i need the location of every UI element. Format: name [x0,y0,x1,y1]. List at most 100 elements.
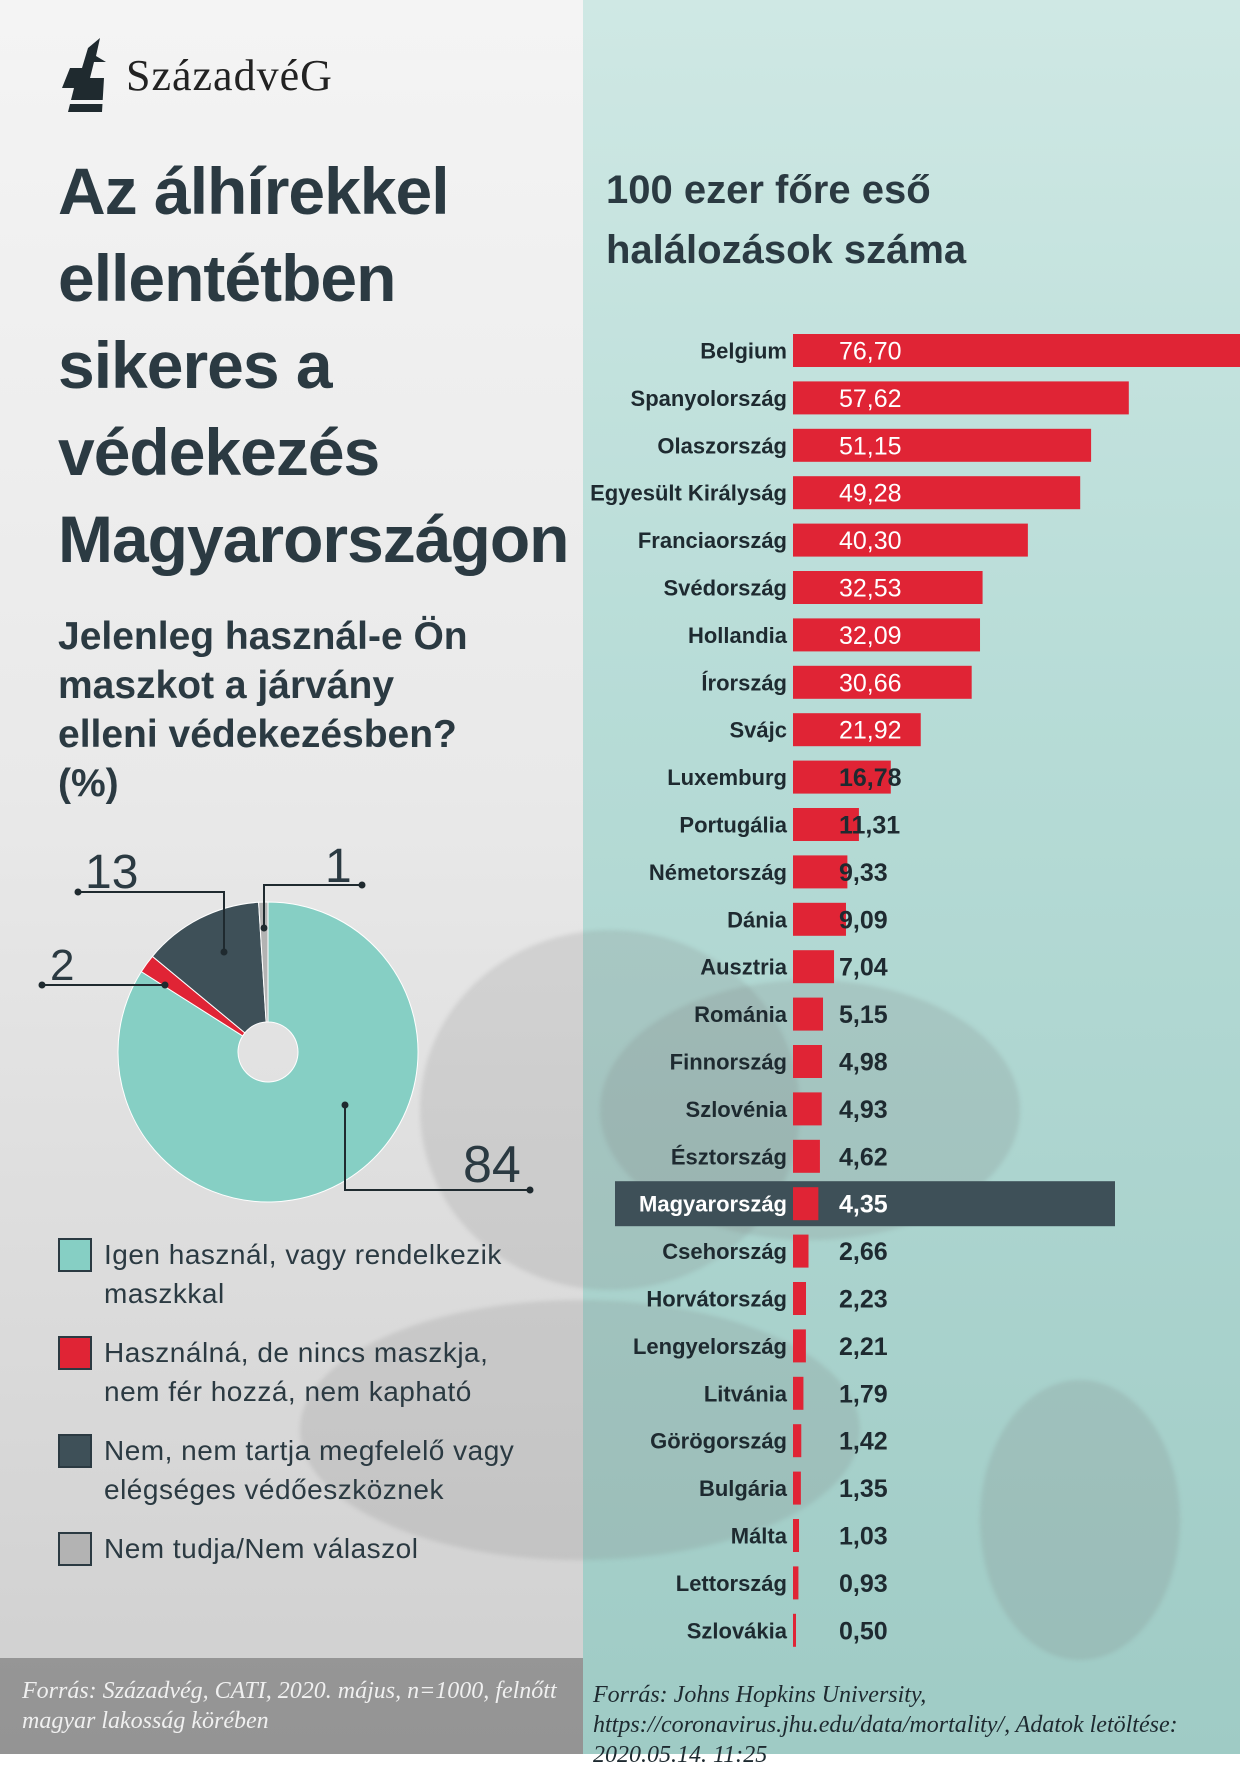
bar-category-label: Románia [694,1002,788,1027]
bar-value-label: 30,66 [839,669,902,697]
bar-category-label: Bulgária [699,1476,788,1501]
bar-category-label: Luxemburg [667,765,787,790]
bar-chart: Belgium 76,70 Spanyolország 57,62 Olaszorszá… [590,334,1240,1647]
bar [793,618,981,652]
survey-question: Jelenleg használ-e Ön maszkot a járvány … [58,615,468,805]
bar [793,1566,799,1600]
bar [793,665,972,699]
bar-category-label: Németország [649,860,787,885]
bar [793,1329,806,1363]
bar-category-label: Görögország [650,1429,787,1454]
bar-category-label: Litvánia [704,1381,788,1406]
bar-category-label: Dánia [727,907,788,932]
legend-item-no: Nem, nem tartja megfelelő vagy elégséges… [58,1431,578,1509]
bar [793,523,1028,557]
donut-data-label: 1 [325,840,352,893]
bar-value-label: 2,23 [839,1286,888,1314]
bar-value-label: 49,28 [839,480,902,508]
bar-category-label: Lettország [676,1571,787,1596]
bar-value-label: 51,15 [839,432,902,460]
donut-slice [117,901,419,1203]
bar [793,428,1092,462]
donut-legend: Igen használ, vagy rendelkezik maszkkal … [58,1235,578,1588]
bar-value-label: 16,78 [839,764,902,792]
bar-category-label: Ausztria [700,955,788,980]
legend-label: Igen használ, vagy rendelkezik maszkkal [104,1239,502,1309]
logo-text: SzázadvéG [126,50,333,100]
bar-value-label: 7,04 [839,954,888,982]
bar [793,1376,804,1410]
right-panel-background [583,0,1240,1754]
bar-category-label: Magyarország [639,1192,787,1217]
bar-category-label: Olaszország [657,433,787,458]
bar-category-label: Észtország [671,1144,787,1169]
donut-data-label: 13 [85,846,138,899]
source-note-left: Forrás: Századvég, CATI, 2020. május, n=… [0,1658,583,1754]
donut-slice [258,901,269,1023]
source-left-text: Forrás: Századvég, CATI, 2020. május, n=… [22,1678,557,1734]
legend-label: Használná, de nincs maszkja, nem fér hoz… [104,1337,489,1407]
bar-category-label: Portugália [679,813,787,838]
bar-value-label: 5,15 [839,1001,888,1029]
bar-category-label: Hollandia [688,623,788,648]
bar-chart-title: 100 ezer főre eső halálozások száma [606,168,967,272]
donut-data-label: 2 [50,941,74,990]
page-title: Az álhírekkel ellentétben sikeres a véde… [58,154,569,576]
donut-leader-dot [260,924,268,932]
donut-leader-dot [161,981,169,989]
bar-value-label: 11,31 [839,812,900,840]
bar [793,476,1081,510]
donut-leader-line [344,1105,530,1191]
bar [793,808,859,841]
bar [793,1092,822,1126]
bar-value-label: 0,93 [839,1570,888,1598]
bar-value-label: 9,09 [839,906,888,934]
legend-item-yes: Igen használ, vagy rendelkezik maszkkal [58,1235,578,1313]
bar [793,713,921,747]
bar [793,1519,800,1552]
bar-value-label: 9,33 [839,859,888,887]
bar-value-label: 32,09 [839,622,902,650]
bar-category-label: Írország [701,670,787,695]
donut-leader-line [263,884,362,928]
left-panel-background [0,0,583,1754]
bar [793,334,1240,367]
bar-category-label: Svédország [664,576,788,601]
bar [793,381,1129,415]
donut-leader-line [78,891,225,952]
logo: SzázadvéG [60,38,333,112]
legend-swatch [58,1238,92,1272]
bar-category-label: Szlovákia [687,1618,788,1643]
bar-value-label: 4,93 [839,1096,888,1124]
bar [793,760,891,794]
bar-value-label: 0,50 [839,1617,888,1645]
szazadveg-logo-icon [62,38,108,112]
bar-category-label: Svájc [730,718,788,743]
bar-value-label: 21,92 [839,717,902,745]
donut-leader-dot [74,888,82,896]
legend-swatch [58,1336,92,1370]
donut-leader-dot [341,1101,349,1109]
donut-leader-dot [38,981,46,989]
bar-value-label: 4,98 [839,1049,888,1077]
legend-swatch [58,1434,92,1468]
donut-slice [151,901,267,1034]
bar-value-label: 2,66 [839,1238,888,1266]
legend-label: Nem tudja/Nem válaszol [104,1533,419,1564]
bar-value-label: 4,35 [839,1191,888,1219]
bar-category-label: Franciaország [638,528,787,553]
bar-value-label: 4,62 [839,1143,888,1171]
highlight-band [615,1181,1115,1227]
bar-value-label: 40,30 [839,527,902,555]
map-background-shape [420,930,800,1290]
bar-category-label: Lengyelország [633,1334,787,1359]
bar-value-label: 57,62 [839,385,902,413]
bar-value-label: 1,42 [839,1428,888,1456]
bar [793,1282,806,1315]
bar-category-label: Egyesült Királyság [590,481,787,506]
donut-leader-dot [220,948,228,956]
donut-chart: 84 213 1 [38,840,534,1203]
source-note-right: Forrás: Johns Hopkins University, https:… [583,1666,1240,1768]
legend-item-dont-know: Nem tudja/Nem válaszol [58,1529,578,1568]
bar-value-label: 1,35 [839,1475,888,1503]
